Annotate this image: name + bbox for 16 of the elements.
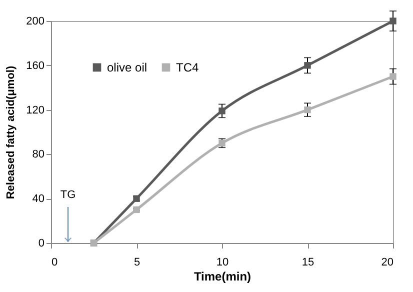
y-tick-label: 80: [32, 148, 44, 161]
y-tick-label: 120: [26, 104, 44, 116]
legend-label: olive oil: [107, 60, 148, 74]
legend-label: TC4: [176, 60, 199, 74]
x-axis-title: Time(min): [194, 270, 252, 284]
x-tick-label: 5: [134, 256, 140, 268]
y-tick-label: 160: [26, 60, 44, 72]
y-tick-label: 0: [38, 238, 44, 250]
x-tick-label: 0: [52, 256, 58, 268]
annotation: TG: [60, 189, 76, 201]
x-tick-label: 20: [381, 256, 394, 268]
y-tick-label: 200: [26, 16, 44, 28]
x-tick-label: 15: [302, 256, 314, 268]
y-tick-label: 40: [32, 193, 44, 206]
y-axis-title: Released fatty acid(μmol): [5, 66, 18, 200]
x-tick-label: 10: [216, 256, 229, 268]
